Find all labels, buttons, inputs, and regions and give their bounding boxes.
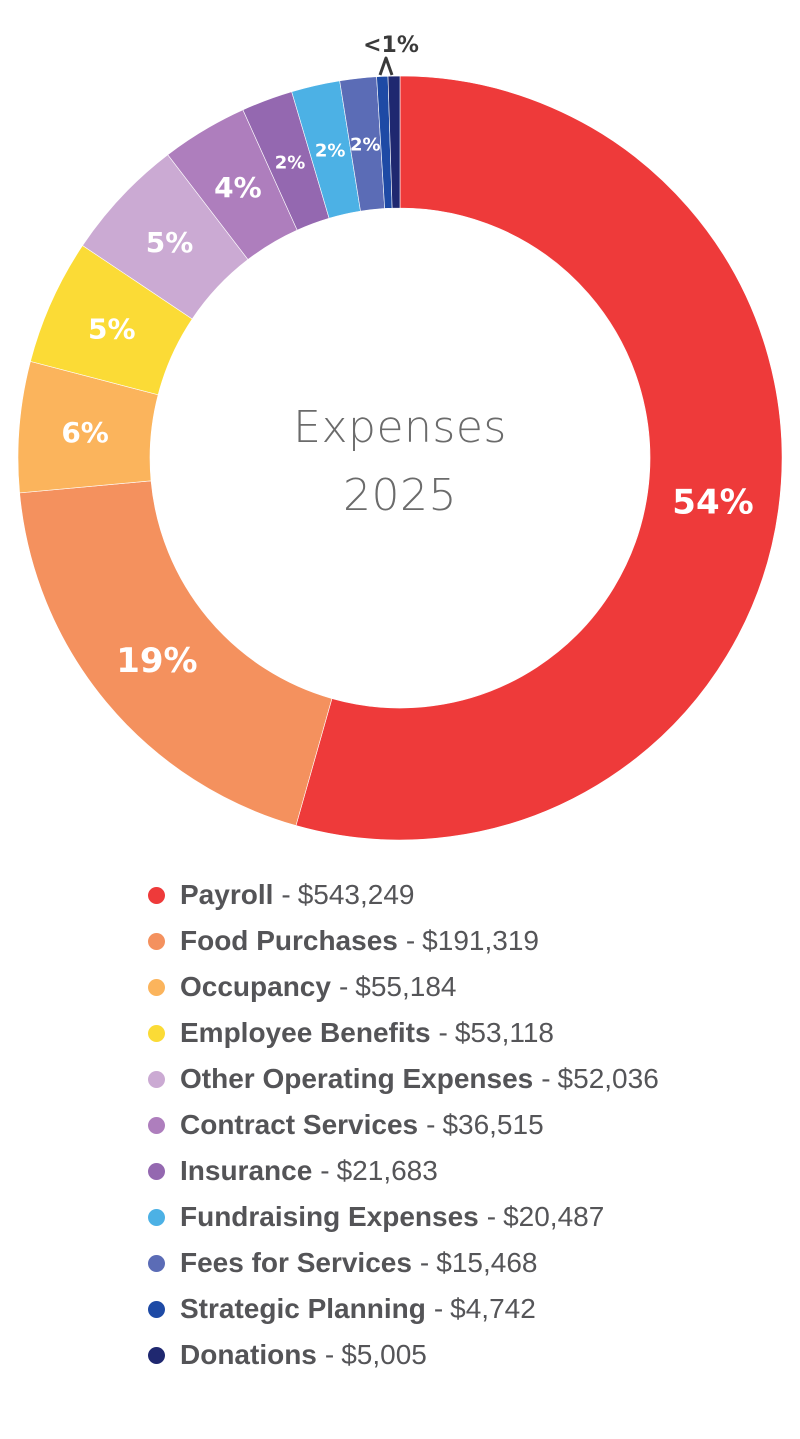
small-slices-label: <1% bbox=[363, 33, 419, 58]
donut-chart: 54%19%6%5%5%4%2%2% 2% <1% bbox=[17, 33, 783, 841]
legend-label: Insurance bbox=[180, 1155, 313, 1186]
slice-food-purchases bbox=[19, 480, 333, 826]
legend-label: Food Purchases bbox=[180, 925, 398, 956]
legend-separator: - bbox=[324, 1339, 335, 1370]
percent-label-occupancy: 6% bbox=[61, 416, 109, 449]
legend-swatch bbox=[148, 1254, 165, 1272]
legend-item-insurance: Insurance - $21,683 bbox=[148, 1148, 659, 1194]
legend-item-donations: Donations - $5,005 bbox=[148, 1332, 659, 1378]
legend-separator: - bbox=[433, 1293, 444, 1324]
legend-label: Contract Services bbox=[180, 1109, 419, 1140]
legend-label: Fees for Services bbox=[180, 1247, 412, 1278]
legend-value: $191,319 bbox=[422, 925, 539, 956]
legend-swatch bbox=[148, 1024, 165, 1042]
chart-title: Expenses bbox=[293, 402, 507, 453]
legend-value: $21,683 bbox=[336, 1155, 438, 1186]
legend-value: $5,005 bbox=[341, 1339, 427, 1370]
legend-value: $543,249 bbox=[297, 879, 415, 910]
legend-separator: - bbox=[426, 1109, 436, 1140]
legend-item-fundraising-expenses: Fundraising Expenses - $20,487 bbox=[148, 1194, 659, 1240]
legend-label: Donations bbox=[180, 1339, 317, 1370]
legend-item-employee-benefits: Employee Benefits - $53,118 bbox=[148, 1010, 659, 1056]
legend-swatch bbox=[148, 1116, 165, 1134]
percent-label-fundraising-expenses: 2% bbox=[315, 140, 346, 161]
legend-separator: - bbox=[486, 1201, 497, 1232]
legend-value: $55,184 bbox=[355, 971, 457, 1002]
chart-legend: Payroll - $543,249 Food Purchases - $191,319 O… bbox=[148, 872, 659, 1378]
legend-label: Employee Benefits bbox=[180, 1017, 431, 1048]
legend-value: $36,515 bbox=[442, 1109, 544, 1140]
legend-separator: - bbox=[338, 971, 349, 1002]
percent-label-other-operating-expenses: 5% bbox=[146, 226, 194, 259]
legend-swatch bbox=[148, 1346, 165, 1364]
legend-swatch bbox=[148, 1300, 165, 1318]
callout-caret-icon bbox=[378, 56, 394, 76]
percent-label-payroll: 54% bbox=[672, 483, 753, 523]
legend-label: Payroll bbox=[180, 879, 274, 910]
legend-swatch bbox=[148, 886, 165, 904]
legend-swatch bbox=[148, 1162, 165, 1180]
legend-separator: - bbox=[281, 879, 291, 910]
legend-value: $4,742 bbox=[450, 1293, 536, 1324]
donut-percent-labels: 54%19%6%5%5%4%2%2% 2% bbox=[61, 134, 753, 681]
legend-separator: - bbox=[419, 1247, 430, 1278]
legend-swatch bbox=[148, 1208, 165, 1226]
legend-value: $53,118 bbox=[454, 1017, 554, 1048]
legend-separator: - bbox=[405, 925, 416, 956]
percent-label-fees-for-services: 2% bbox=[350, 134, 381, 155]
chart-subtitle: 2025 bbox=[343, 470, 457, 521]
percent-label-employee-benefits: 5% bbox=[88, 312, 136, 345]
legend-value: $15,468 bbox=[436, 1247, 538, 1278]
legend-label: Strategic Planning bbox=[180, 1293, 426, 1324]
slice-donations bbox=[387, 75, 401, 209]
percent-label-insurance: 2% bbox=[275, 152, 306, 173]
legend-item-contract-services: Contract Services - $36,515 bbox=[148, 1102, 659, 1148]
legend-separator: - bbox=[320, 1155, 330, 1186]
legend-label: Fundraising Expenses bbox=[180, 1201, 479, 1232]
legend-swatch bbox=[148, 1070, 165, 1088]
legend-label: Occupancy bbox=[180, 971, 331, 1002]
legend-item-other-operating-expenses: Other Operating Expenses - $52,036 bbox=[148, 1056, 659, 1102]
legend-item-food-purchases: Food Purchases - $191,319 bbox=[148, 918, 659, 964]
legend-item-occupancy: Occupancy - $55,184 bbox=[148, 964, 659, 1010]
legend-swatch bbox=[148, 978, 165, 996]
legend-separator: - bbox=[438, 1017, 448, 1048]
donut-slices bbox=[17, 75, 783, 841]
slice-payroll bbox=[295, 75, 783, 841]
legend-value: $52,036 bbox=[557, 1063, 659, 1094]
legend-separator: - bbox=[541, 1063, 551, 1094]
legend-value: $20,487 bbox=[503, 1201, 605, 1232]
legend-item-fees-for-services: Fees for Services - $15,468 bbox=[148, 1240, 659, 1286]
legend-item-payroll: Payroll - $543,249 bbox=[148, 872, 659, 918]
legend-item-strategic-planning: Strategic Planning - $4,742 bbox=[148, 1286, 659, 1332]
small-slices-callout: <1% bbox=[363, 33, 419, 76]
percent-label-food-purchases: 19% bbox=[116, 641, 197, 681]
legend-label: Other Operating Expenses bbox=[180, 1063, 534, 1094]
legend-swatch bbox=[148, 932, 165, 950]
percent-label-contract-services: 4% bbox=[214, 171, 262, 204]
